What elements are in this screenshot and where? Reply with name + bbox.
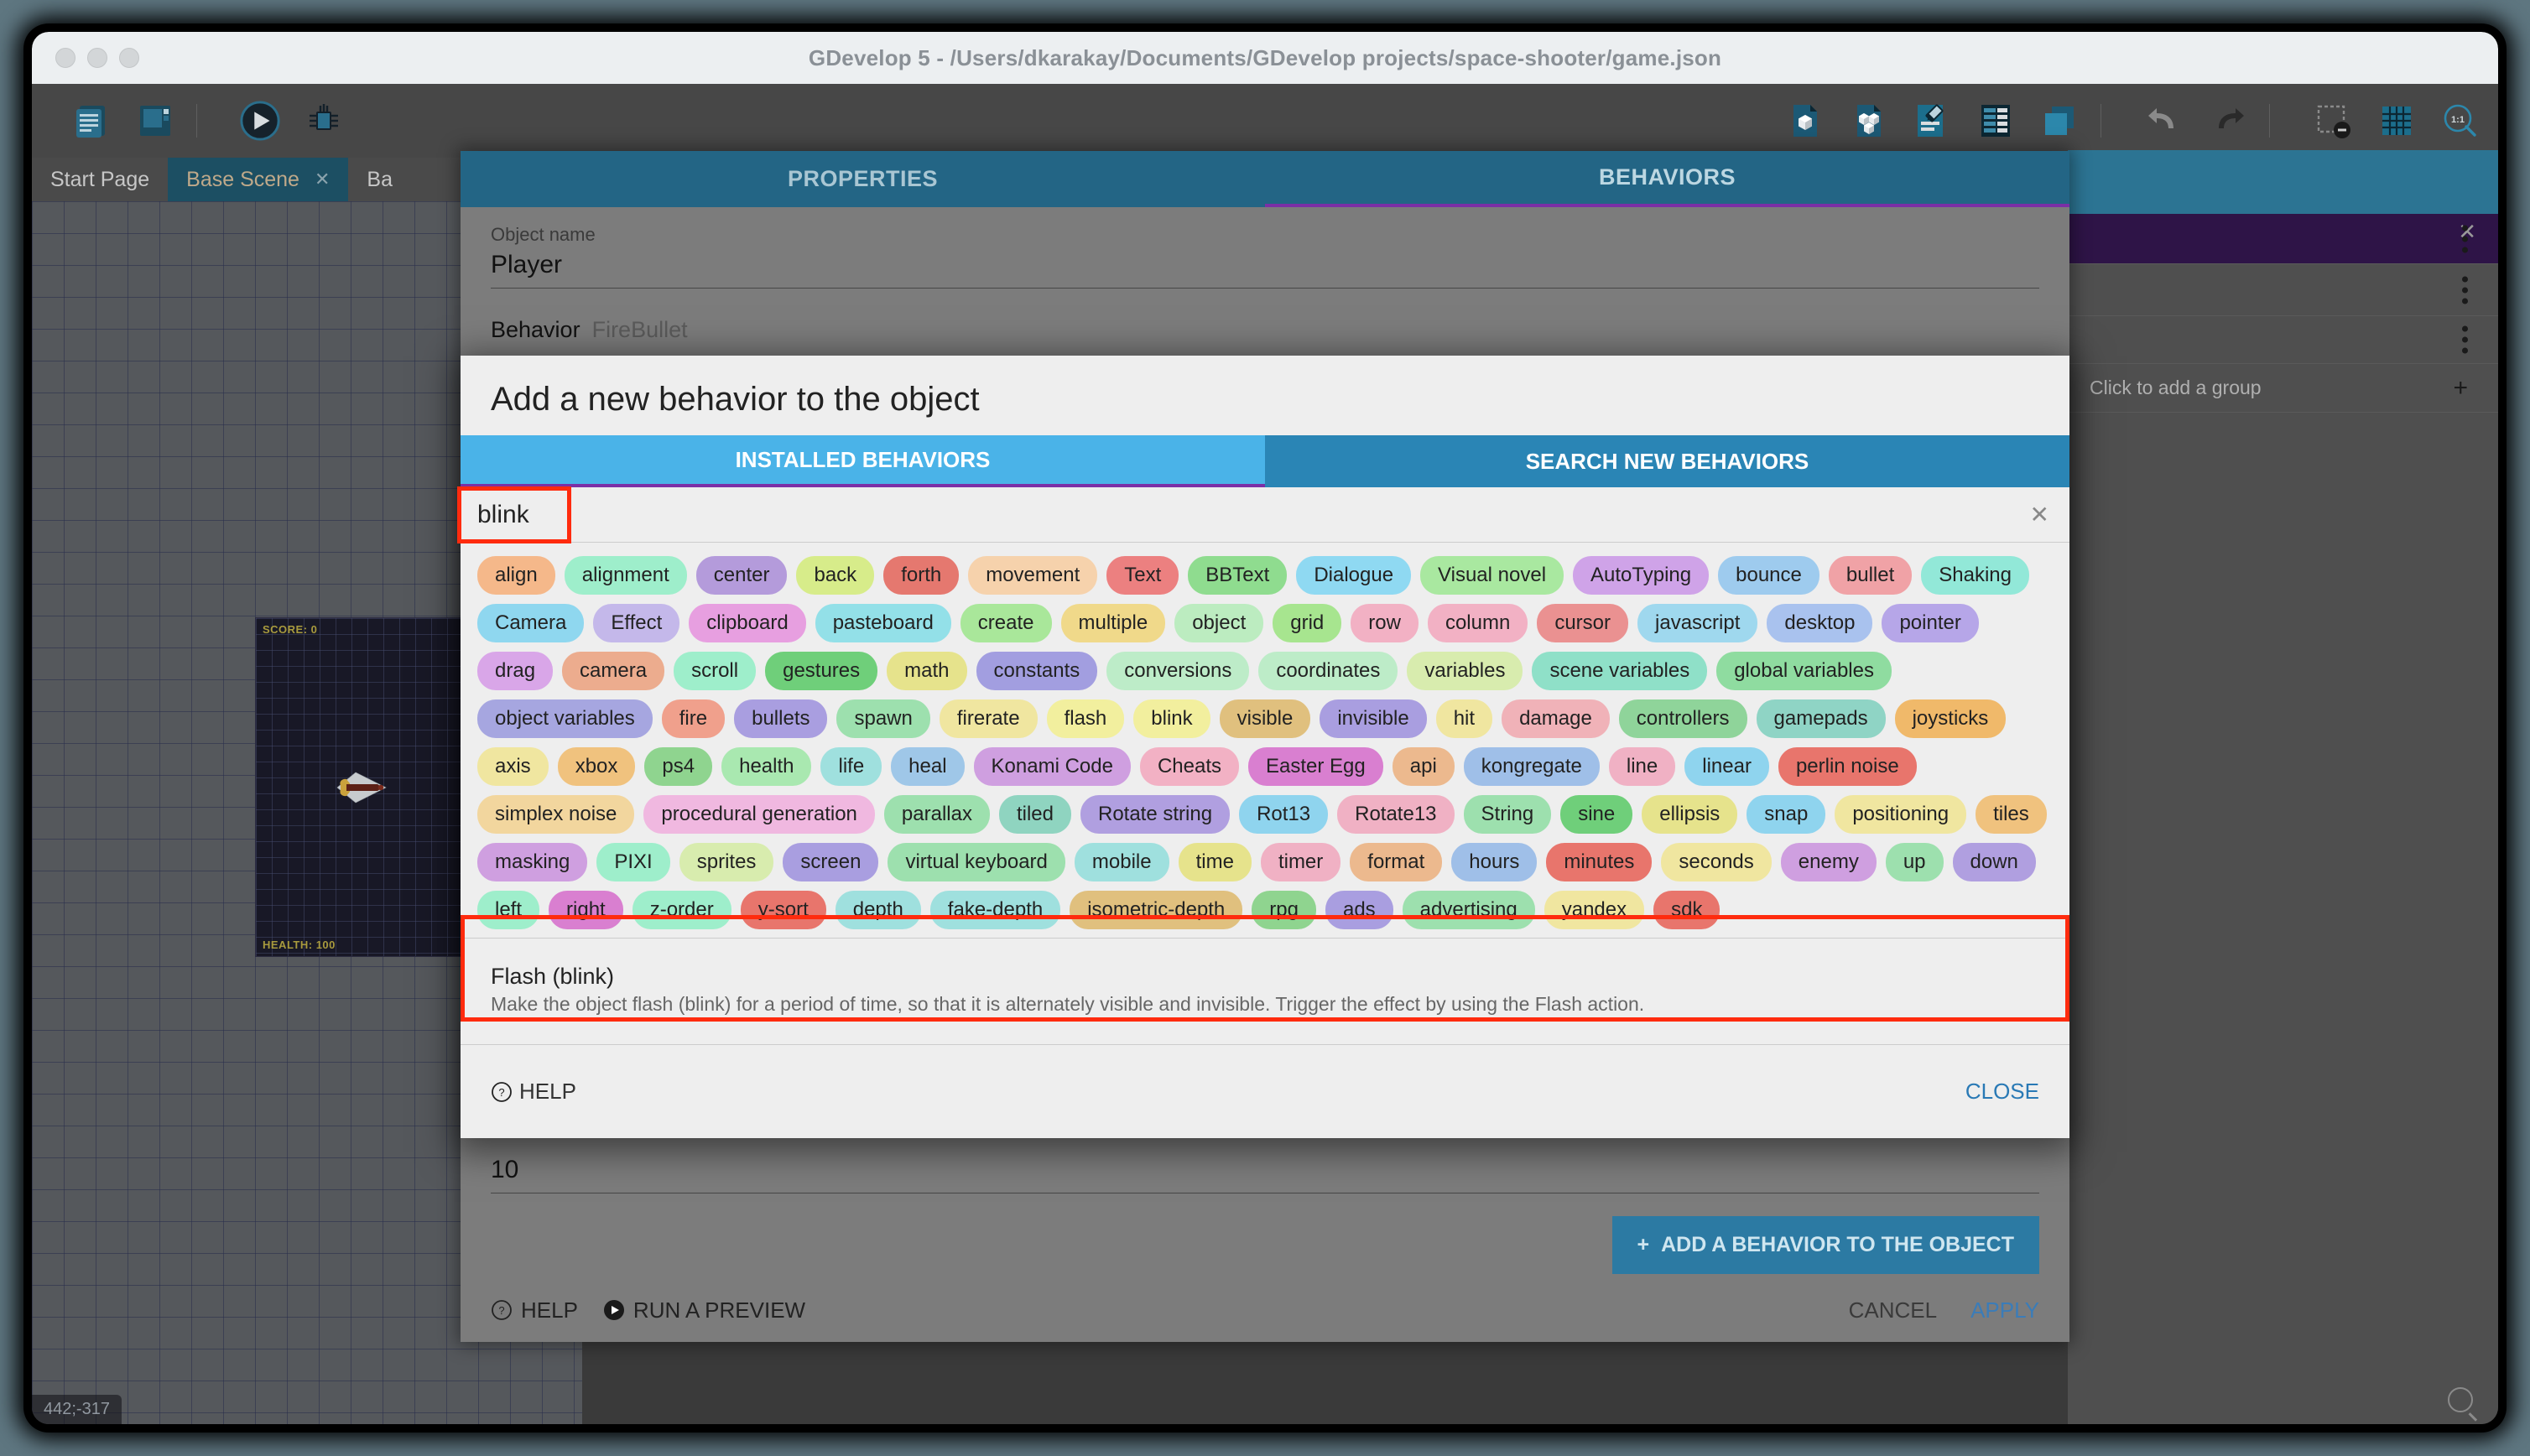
svg-text:?: ? [498, 1086, 504, 1099]
svg-text:?: ? [498, 1304, 504, 1317]
svg-text:1:1: 1:1 [2451, 115, 2465, 125]
